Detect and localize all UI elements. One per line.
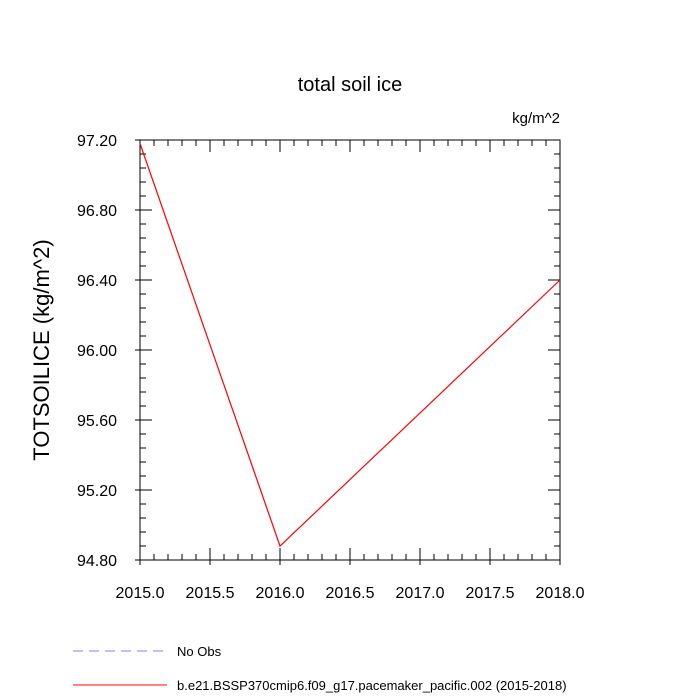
plot-frame bbox=[139, 139, 561, 561]
y-tick-label: 96.00 bbox=[77, 343, 117, 360]
y-tick-label: 97.20 bbox=[77, 133, 117, 150]
legend-label-0: No Obs bbox=[177, 644, 222, 659]
units-label: kg/m^2 bbox=[512, 110, 560, 127]
y-tick-label: 96.40 bbox=[77, 273, 117, 290]
y-axis-label: TOTSOILICE (kg/m^2) bbox=[29, 239, 54, 460]
y-tick-label: 95.60 bbox=[77, 413, 117, 430]
x-tick-label: 2015.5 bbox=[186, 585, 235, 602]
y-tick-label: 95.20 bbox=[77, 483, 117, 500]
axis-ticks: 2015.0 2015.5 2016.0 2016.5 2017.0 2017.5 2018… bbox=[77, 133, 585, 602]
x-tick-label: 2017.5 bbox=[466, 585, 515, 602]
series-layer bbox=[139, 143, 561, 548]
legend: No Obs b.e21.BSSP370cmip6.f09_g17.pacemak… bbox=[73, 644, 567, 693]
x-tick-label: 2015.0 bbox=[116, 585, 165, 602]
x-tick-label: 2016.5 bbox=[326, 585, 375, 602]
x-tick-label: 2018.0 bbox=[536, 585, 585, 602]
x-tick-label: 2016.0 bbox=[256, 585, 305, 602]
y-tick-label: 94.80 bbox=[77, 553, 117, 570]
y-tick-label: 96.80 bbox=[77, 203, 117, 220]
series-line-1 bbox=[139, 143, 561, 548]
legend-label-1: b.e21.BSSP370cmip6.f09_g17.pacemaker_pac… bbox=[177, 678, 567, 693]
x-tick-label: 2017.0 bbox=[396, 585, 445, 602]
chart-title: total soil ice bbox=[298, 74, 403, 96]
